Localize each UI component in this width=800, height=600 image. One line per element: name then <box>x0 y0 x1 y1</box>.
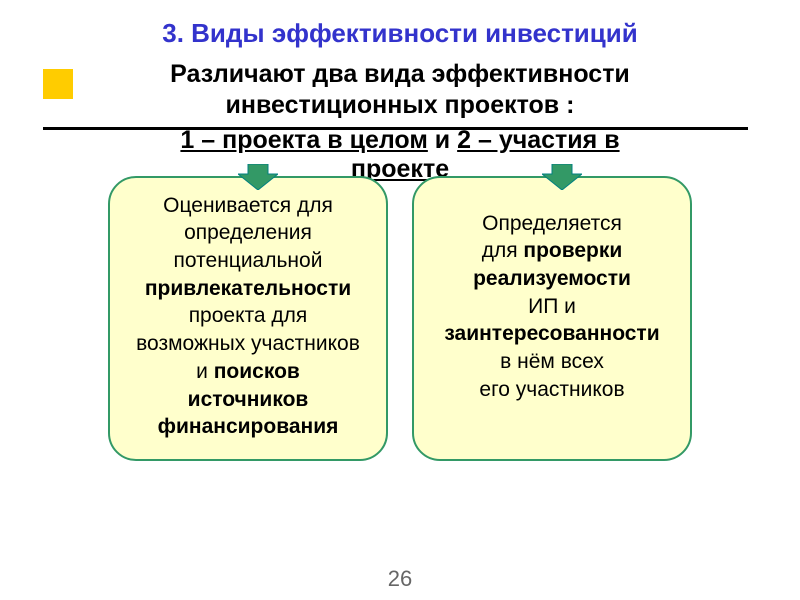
slide-title: 3. Виды эффективности инвестиций <box>0 0 800 49</box>
box-right-l4: ИП и <box>528 295 576 318</box>
box-right-l1: Определяется <box>482 212 622 235</box>
box-right-l2b: проверки <box>523 239 622 262</box>
box-left-l9: финансирования <box>158 415 339 438</box>
box-left-l5: проекта для <box>189 304 308 327</box>
subtitle-block: Различают два вида эффективности инвести… <box>0 59 800 184</box>
box-right-l3: реализуемости <box>473 267 631 290</box>
box-right-l2a: для <box>482 239 524 262</box>
box-left-l8: источников <box>188 388 309 411</box>
box-left: Оценивается для определения потенциально… <box>108 176 388 461</box>
box-right-l7: его участников <box>479 378 624 401</box>
box-left-l6: возможных участников <box>136 332 360 355</box>
box-left-l7b: поисков <box>214 360 300 383</box>
box-left-l3: потенциальной <box>174 249 323 272</box>
boxes-row: Оценивается для определения потенциально… <box>0 176 800 461</box>
box-right-l6: в нём всех <box>500 350 604 373</box>
box-right: Определяется для проверки реализуемости … <box>412 176 692 461</box>
spacer <box>420 192 684 210</box>
subtitle-line1: Различают два вида эффективности инвести… <box>0 59 800 122</box>
box-left-l7a: и <box>196 360 214 383</box>
box-left-l4: привлекательности <box>145 277 351 300</box>
box-left-l1: Оценивается для <box>163 194 333 217</box>
box-right-l5: заинтересованности <box>444 322 659 345</box>
subtitle-line1b: инвестиционных проектов : <box>226 91 575 119</box>
page-number: 26 <box>0 566 800 592</box>
subtitle-line1a: Различают два вида эффективности <box>170 60 630 88</box>
horizontal-rule <box>43 127 748 130</box>
box-left-l2: определения <box>184 221 312 244</box>
